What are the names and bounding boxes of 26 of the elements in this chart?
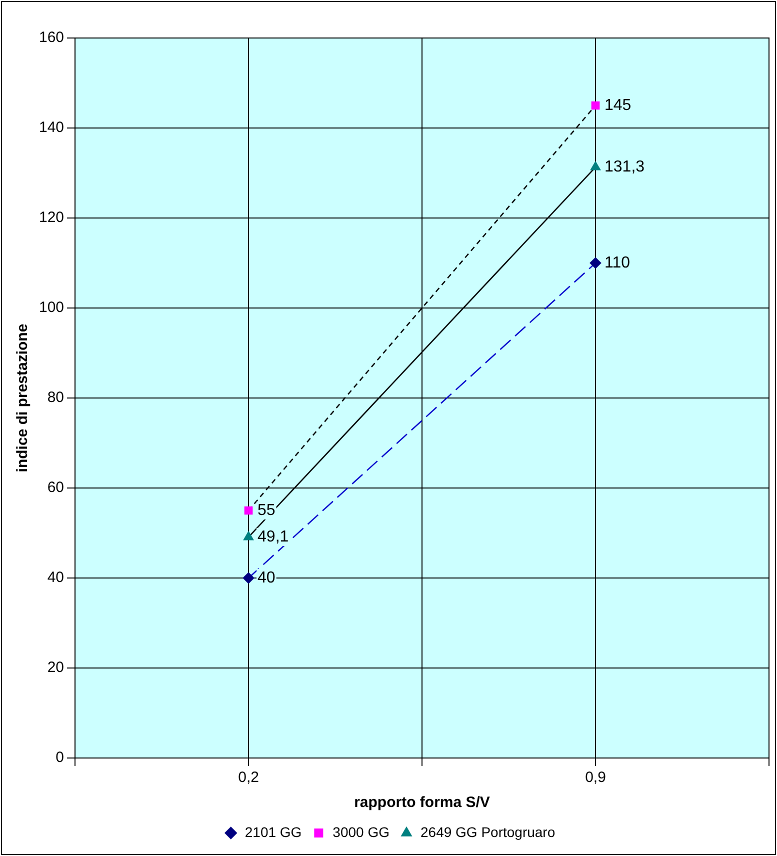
y-tick-label: 60 (47, 479, 64, 496)
y-tick-label: 140 (38, 119, 64, 136)
point (591, 101, 600, 110)
x-tick-label: 0,9 (585, 769, 606, 786)
point (244, 506, 253, 515)
y-tick-label: 40 (47, 569, 64, 586)
data-label: 145 (604, 96, 632, 114)
point (590, 257, 602, 269)
legend-label: 2649 GG Portogruaro (420, 824, 556, 840)
y-tick-label: 80 (47, 389, 64, 406)
y-tick-label: 160 (38, 29, 64, 46)
data-label: 40 (258, 569, 276, 586)
y-axis-title: indice di prestazione (14, 324, 32, 472)
data-label: 49,1 (258, 528, 289, 546)
legend-label: 2101 GG (244, 824, 302, 840)
data-label: 131,3 (604, 158, 645, 176)
y-tick-label: 0 (56, 749, 64, 766)
point (242, 572, 254, 584)
legend-label: 3000 GG (332, 824, 390, 840)
data-label: 110 (604, 254, 630, 272)
y-tick-label: 120 (38, 209, 64, 226)
data-label: 55 (258, 502, 276, 519)
y-tick-label: 100 (38, 299, 64, 316)
y-tick-label: 20 (47, 659, 64, 676)
x-axis-title: rapporto forma S/V (354, 794, 490, 812)
x-tick-label: 0,2 (238, 769, 259, 786)
